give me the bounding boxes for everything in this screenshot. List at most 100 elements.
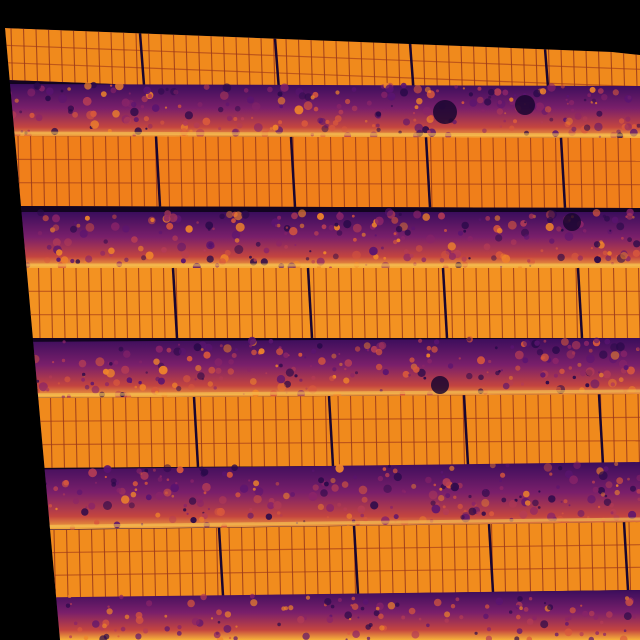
vegetation-speck bbox=[509, 610, 513, 614]
cell-line bbox=[417, 137, 421, 208]
vegetation-speck bbox=[533, 89, 541, 98]
vegetation-speck bbox=[496, 108, 504, 115]
vegetation-speck bbox=[124, 614, 130, 620]
vegetation-speck bbox=[191, 617, 200, 626]
vegetation-speck bbox=[502, 89, 509, 96]
vegetation-speck bbox=[207, 507, 210, 511]
cell-line bbox=[215, 527, 219, 596]
vegetation-speck bbox=[424, 86, 431, 93]
vegetation-speck bbox=[610, 511, 614, 515]
vegetation-speck bbox=[228, 359, 234, 365]
vegetation-speck bbox=[352, 250, 361, 260]
vegetation-speck bbox=[81, 508, 89, 516]
vegetation-speck bbox=[221, 471, 228, 477]
vegetation-speck bbox=[401, 236, 406, 241]
vegetation-speck bbox=[592, 480, 595, 484]
cell-line bbox=[265, 527, 269, 596]
vegetation-speck bbox=[561, 512, 564, 515]
cell-divider bbox=[11, 158, 640, 162]
vegetation-speck bbox=[61, 480, 69, 488]
vegetation-speck bbox=[625, 598, 634, 607]
cell-line bbox=[387, 395, 391, 466]
vegetation-speck bbox=[83, 635, 89, 640]
cell-line bbox=[499, 394, 503, 465]
vegetation-speck bbox=[61, 358, 66, 363]
vegetation-speck bbox=[615, 484, 619, 487]
vegetation-speck bbox=[478, 218, 482, 222]
cell-line bbox=[637, 394, 640, 465]
vegetation-speck bbox=[299, 223, 305, 229]
vegetation-speck bbox=[58, 94, 67, 103]
vegetation-speck bbox=[128, 502, 135, 509]
vegetation-speck bbox=[339, 362, 343, 367]
cell-line bbox=[400, 267, 404, 339]
vegetation-speck bbox=[305, 595, 311, 600]
vegetation-speck bbox=[311, 375, 316, 380]
vegetation-speck bbox=[627, 237, 632, 243]
vegetation-speck bbox=[183, 375, 191, 383]
cell-line bbox=[329, 137, 333, 208]
cell-line bbox=[312, 267, 316, 339]
cell-line bbox=[224, 396, 228, 467]
cell-line bbox=[37, 267, 41, 339]
vegetation-speck bbox=[102, 623, 107, 629]
vegetation-speck bbox=[143, 628, 149, 634]
vegetation-speck bbox=[218, 126, 222, 131]
vegetation-speck bbox=[152, 468, 156, 472]
cell-line bbox=[103, 529, 107, 598]
vegetation-speck bbox=[206, 241, 215, 250]
vegetation-speck bbox=[213, 386, 217, 390]
vegetation-speck bbox=[172, 235, 178, 241]
vegetation-speck bbox=[216, 609, 222, 616]
vegetation-speck bbox=[568, 504, 571, 507]
vegetation-speck bbox=[214, 358, 223, 367]
vegetation-speck bbox=[408, 607, 416, 615]
cell-line bbox=[579, 137, 583, 208]
vegetation-speck bbox=[166, 478, 170, 482]
vegetation-speck bbox=[147, 123, 153, 129]
vegetation-speck bbox=[523, 607, 529, 612]
vegetation-speck bbox=[610, 343, 619, 352]
vegetation-speck bbox=[85, 223, 95, 232]
vegetation-speck bbox=[90, 81, 97, 89]
vegetation-speck bbox=[610, 382, 615, 387]
vegetation-speck bbox=[186, 355, 193, 362]
cell-line bbox=[149, 397, 153, 468]
cell-line bbox=[425, 267, 429, 339]
vegetation-speck bbox=[159, 475, 162, 478]
vegetation-speck bbox=[582, 610, 589, 617]
vegetation-speck bbox=[590, 379, 600, 389]
cell-line bbox=[212, 267, 216, 339]
cell-line bbox=[592, 137, 596, 208]
cell-line bbox=[117, 136, 121, 207]
vegetation-speck bbox=[249, 508, 253, 512]
vegetation-speck bbox=[509, 97, 514, 102]
vegetation-speck bbox=[536, 240, 539, 243]
vegetation-speck bbox=[557, 253, 565, 262]
vegetation-speck bbox=[595, 102, 598, 105]
vegetation-speck bbox=[131, 236, 138, 243]
vegetation-speck bbox=[368, 623, 373, 627]
warm-edge bbox=[5, 389, 640, 397]
vegetation-speck bbox=[566, 350, 576, 359]
vegetation-speck bbox=[519, 606, 523, 610]
vegetation-speck bbox=[62, 493, 66, 496]
cell-line bbox=[260, 37, 264, 90]
vegetation-speck bbox=[138, 245, 144, 252]
vegetation-speck bbox=[298, 209, 307, 218]
vegetation-speck bbox=[393, 232, 397, 236]
vegetation-speck bbox=[462, 87, 465, 90]
vegetation-speck bbox=[252, 487, 256, 491]
vegetation-speck bbox=[499, 486, 504, 491]
cell-line bbox=[575, 267, 579, 339]
vegetation-speck bbox=[477, 96, 484, 104]
cell-line bbox=[340, 526, 344, 595]
cell-line bbox=[528, 523, 532, 592]
vegetation-speck bbox=[413, 210, 422, 219]
cell-line bbox=[437, 267, 441, 339]
vegetation-speck bbox=[444, 229, 447, 232]
cell-line bbox=[542, 137, 546, 208]
cell-line bbox=[475, 267, 479, 339]
vegetation-speck bbox=[45, 95, 51, 102]
cell-line bbox=[404, 137, 408, 208]
